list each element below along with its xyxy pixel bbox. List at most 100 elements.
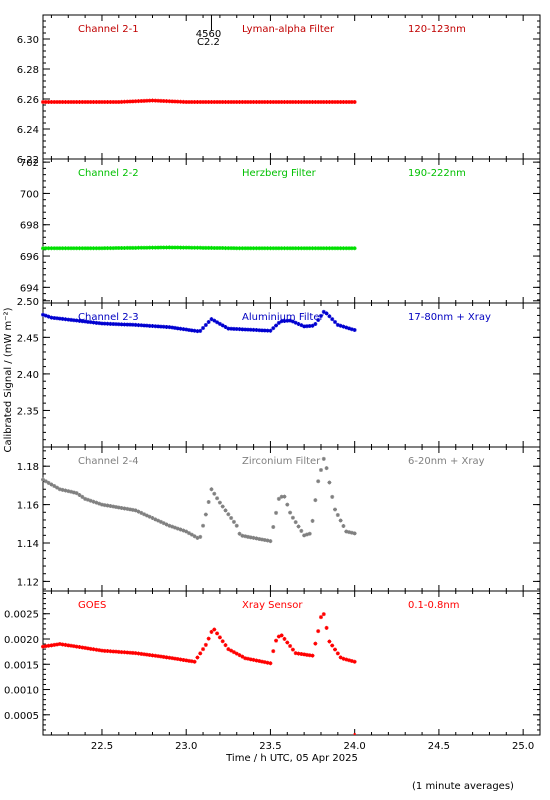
x-tick-label: 25.0 — [512, 741, 534, 752]
data-point — [94, 100, 99, 104]
data-point — [313, 246, 318, 251]
y-tick-label: 698 — [20, 221, 39, 232]
data-point — [77, 493, 82, 497]
data-point — [139, 323, 144, 328]
data-point — [99, 502, 104, 507]
data-point — [237, 653, 242, 658]
data-point — [285, 640, 290, 645]
data-point — [43, 644, 48, 649]
data-point — [136, 651, 141, 656]
data-point — [223, 100, 228, 104]
data-point — [352, 659, 357, 664]
data-point — [139, 99, 144, 103]
data-point — [271, 525, 276, 529]
data-point — [229, 246, 234, 251]
data-point — [338, 100, 343, 104]
data-point — [302, 100, 307, 104]
data-point — [85, 497, 90, 502]
data-point — [41, 246, 45, 251]
data-point — [184, 529, 189, 534]
data-point — [108, 321, 113, 326]
data-point — [69, 100, 74, 104]
data-point — [335, 651, 340, 656]
data-point — [108, 246, 113, 251]
data-point — [262, 660, 267, 665]
x-axis-label: Time / h UTC, 05 Apr 2025 — [225, 753, 358, 764]
data-point — [66, 643, 71, 648]
data-point — [248, 100, 253, 104]
data-point — [330, 643, 335, 648]
data-point — [333, 246, 338, 251]
data-point — [80, 246, 85, 251]
data-point — [293, 320, 298, 325]
data-point — [136, 245, 141, 250]
data-point — [254, 246, 259, 251]
data-point — [60, 100, 65, 104]
data-point — [344, 657, 349, 662]
data-point — [333, 100, 338, 104]
data-point — [99, 648, 104, 653]
data-point — [49, 643, 54, 648]
data-point — [164, 245, 169, 250]
data-point — [167, 325, 172, 330]
data-point — [223, 643, 228, 648]
y-tick-label: 6.24 — [17, 125, 39, 136]
data-point — [288, 644, 293, 649]
data-point — [49, 482, 54, 487]
data-point — [237, 100, 242, 104]
data-point — [108, 504, 113, 509]
data-point — [189, 532, 194, 537]
panel-filter-label: Xray Sensor — [242, 600, 303, 611]
data-point — [240, 327, 245, 332]
x-tick-label: 23.5 — [259, 741, 281, 752]
data-point — [279, 494, 284, 499]
data-point — [55, 316, 60, 321]
data-point — [201, 245, 206, 250]
data-point — [265, 328, 270, 333]
panel-frame — [42, 590, 541, 736]
data-point — [265, 100, 270, 104]
data-point — [220, 639, 225, 644]
data-point — [290, 246, 295, 251]
panel-channel-label: Channel 2-4 — [78, 456, 139, 467]
data-point — [307, 246, 312, 251]
data-point — [206, 500, 211, 505]
data-point — [335, 246, 340, 251]
data-point — [111, 649, 116, 654]
data-point — [192, 534, 197, 539]
data-point — [156, 518, 161, 523]
data-point — [341, 656, 346, 661]
data-point — [215, 100, 220, 104]
data-point — [147, 245, 152, 250]
data-point — [74, 246, 79, 251]
data-point — [229, 516, 234, 521]
data-point — [341, 324, 346, 329]
data-point — [198, 651, 203, 656]
data-point — [279, 319, 284, 324]
data-point — [338, 655, 343, 660]
data-point — [158, 654, 163, 659]
data-point — [187, 658, 192, 663]
data-point — [77, 318, 82, 323]
data-point — [125, 650, 130, 655]
data-point — [91, 100, 96, 104]
data-point — [307, 323, 312, 328]
data-point — [198, 534, 203, 539]
data-point — [310, 518, 315, 523]
data-point — [46, 314, 51, 319]
data-point — [71, 644, 76, 649]
data-point — [206, 245, 211, 250]
data-point — [74, 491, 79, 496]
data-point — [321, 456, 326, 461]
data-point — [175, 526, 180, 531]
data-point — [158, 324, 163, 329]
data-point — [226, 246, 231, 251]
data-point — [248, 327, 253, 332]
data-point — [347, 530, 352, 535]
data-point — [257, 659, 262, 664]
y-tick-label: 1.12 — [17, 577, 39, 588]
data-point — [128, 99, 133, 104]
data-point — [69, 246, 74, 251]
data-point — [234, 651, 239, 656]
data-point — [130, 99, 135, 104]
